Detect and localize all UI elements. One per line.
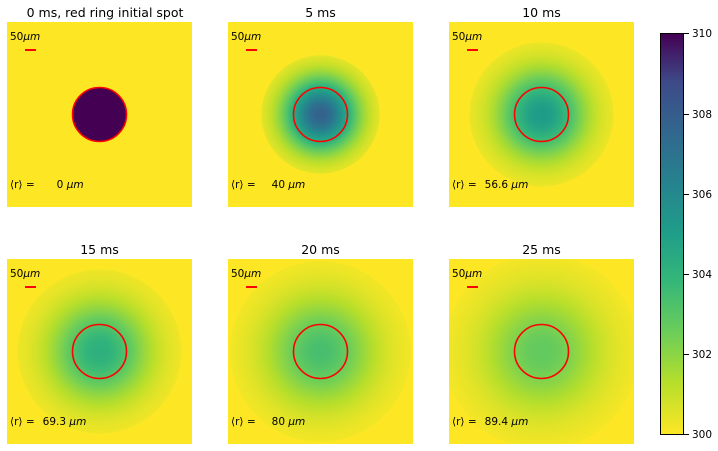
initial-spot-ring [292,86,349,143]
heatmap-panel-5ms: 50μm ⟨r⟩ = 40 μm [228,22,413,207]
scalebar-label: 50μm [10,268,40,280]
colorbar-tick-label: 306 [692,189,713,201]
colorbar-tick [684,354,689,355]
scalebar-label: 50μm [452,31,482,43]
radius-value: 40 [271,179,286,191]
panel-title-25ms: 25 ms [522,242,561,257]
heatmap-panel-0ms: 50μm ⟨r⟩ = 0 μm [7,22,192,207]
scalebar-value: 50 [231,31,245,43]
radius-label: ⟨r⟩ = 56.6 μm [452,179,528,191]
heatmap-image-15ms [7,259,192,444]
scalebar-value: 50 [10,268,24,280]
radius-unit: μm [511,179,529,191]
scalebar-line [25,49,36,51]
heatmap-panel-15ms: 50μm ⟨r⟩ = 69.3 μm [7,259,192,444]
scalebar-unit: μm [23,31,41,43]
scalebar-value: 50 [452,268,466,280]
panel-title-10ms: 10 ms [522,5,561,20]
scalebar-line [246,49,257,51]
initial-spot-ring [292,323,349,380]
radius-value: 80 [271,416,286,428]
heatmap-image-5ms [228,22,413,207]
scalebar-value: 50 [452,31,466,43]
scalebar-unit: μm [244,268,262,280]
diffused-heat [17,269,182,434]
initial-spot-ring [71,86,128,143]
scalebar-label: 50μm [452,268,482,280]
radius-unit: μm [66,179,84,191]
colorbar-tick [684,274,689,275]
diffused-heat [230,261,411,442]
colorbar-tick [684,114,689,115]
diffused-heat [261,55,380,174]
scalebar-value: 50 [10,31,24,43]
radius-label: ⟨r⟩ = 80 μm [231,416,305,428]
colorbar-tick-label: 302 [692,349,713,361]
scalebar-line [246,286,257,288]
initial-spot-ring [513,323,570,380]
radius-symbol: ⟨r⟩ = [231,179,256,191]
initial-spot-ring [513,86,570,143]
scalebar-unit: μm [244,31,262,43]
panel-title-15ms: 15 ms [80,242,119,257]
radius-unit: μm [288,416,306,428]
colorbar-tick-label: 310 [692,28,713,40]
radius-symbol: ⟨r⟩ = [452,416,477,428]
diffused-heat [469,42,614,187]
scalebar-unit: μm [23,268,41,280]
scalebar-line [25,286,36,288]
initial-spot-ring [71,323,128,380]
colorbar-tick-label: 308 [692,109,713,121]
colorbar-tick-label: 300 [692,429,713,441]
scalebar-label: 50μm [231,268,261,280]
scalebar-unit: μm [465,31,483,43]
colorbar-tick [684,33,689,34]
scalebar-line [467,49,478,51]
heatmap-image-0ms [7,22,192,207]
radius-symbol: ⟨r⟩ = [10,179,35,191]
radius-label: ⟨r⟩ = 0 μm [10,179,84,191]
panel-title-5ms: 5 ms [305,5,336,20]
heatmap-panel-20ms: 50μm ⟨r⟩ = 80 μm [228,259,413,444]
scalebar-label: 50μm [231,31,261,43]
heatmap-panel-25ms: 50μm ⟨r⟩ = 89.4 μm [449,259,634,444]
hot-spot [72,87,127,142]
scalebar-unit: μm [465,268,483,280]
scalebar-line [467,286,478,288]
heatmap-image-25ms [449,259,634,444]
scalebar-value: 50 [231,268,245,280]
colorbar-tick [684,434,689,435]
radius-unit: μm [288,179,306,191]
heatmap-image-20ms [228,259,413,444]
radius-label: ⟨r⟩ = 69.3 μm [10,416,86,428]
colorbar [660,33,684,435]
colorbar-tick [684,194,689,195]
radius-value: 56.6 [484,179,509,191]
radius-unit: μm [511,416,529,428]
diffused-heat [449,259,634,444]
panel-title-0ms: 0 ms, red ring initial spot [26,5,184,20]
panel-title-20ms: 20 ms [301,242,340,257]
radius-value: 0 [56,179,64,191]
radius-value: 69.3 [42,416,67,428]
radius-symbol: ⟨r⟩ = [10,416,35,428]
heatmap-image-10ms [449,22,634,207]
scalebar-label: 50μm [10,31,40,43]
radius-value: 89.4 [484,416,509,428]
radius-symbol: ⟨r⟩ = [452,179,477,191]
radius-symbol: ⟨r⟩ = [231,416,256,428]
heatmap-panel-10ms: 50μm ⟨r⟩ = 56.6 μm [449,22,634,207]
radius-unit: μm [69,416,87,428]
colorbar-tick-label: 304 [692,269,713,281]
radius-label: ⟨r⟩ = 40 μm [231,179,305,191]
radius-label: ⟨r⟩ = 89.4 μm [452,416,528,428]
